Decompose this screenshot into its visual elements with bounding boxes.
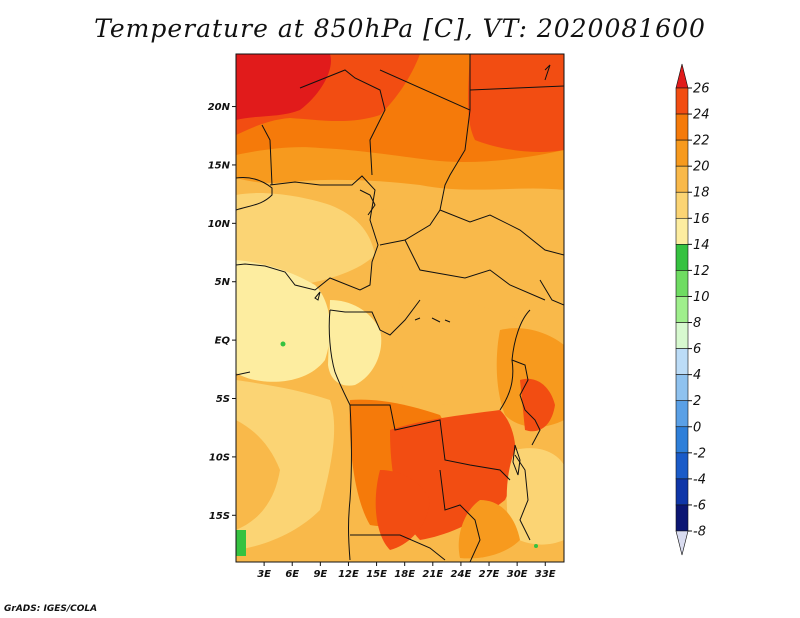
lat-tick-label: 10N [208,219,231,230]
colorbar-swatch [675,452,689,480]
colorbar-swatch [675,270,689,297]
map-frame [235,53,565,563]
region-west-africa [236,193,375,290]
colorbar-swatch [675,322,689,349]
lat-tick-label: 15N [208,160,231,171]
borders [236,54,564,562]
colorbar-label: 0 [693,420,701,435]
region-angola-south [375,470,430,550]
region-sahara-north-b [467,54,564,152]
lat-tick-label: EQ [215,336,231,347]
colorbar-label: 2 [693,394,701,409]
lon-tick-label: 21E [422,569,443,580]
region-central-belt [380,208,564,330]
colorbar-swatch [675,426,689,454]
lon-tick-label: 3E [257,569,271,580]
region-atlantic-deep [236,420,280,530]
lat-tick-label: 5N [215,277,231,288]
colorbar-label: 6 [693,342,701,357]
colorbar-label: -2 [693,446,706,461]
chart-title: Temperature at 850hPa [C], VT: 202008160… [94,14,706,43]
lon-tick-label: 6E [285,569,299,580]
colorbar-cap-top [675,63,689,89]
colorbar-label: 14 [693,238,710,253]
colorbar-label: -8 [693,525,706,540]
colorbar-label: 16 [693,212,710,227]
colorbar-label: -4 [693,472,706,487]
colorbar-swatch [675,478,689,506]
colorbar-label: 20 [693,160,710,175]
lon-tick-label: 33E [535,569,556,580]
colorbar-swatch [675,400,689,428]
colorbar-label: -6 [693,498,706,513]
colorbar-swatch [675,139,689,167]
colorbar-swatch [675,165,689,193]
region-green-spot [280,341,286,347]
lat-tick-label: 10S [209,452,230,463]
lon-tick-label: 18E [394,569,415,580]
colorbar-swatch [675,113,689,141]
colorbar-label: 10 [693,290,710,305]
lon-tick-label: 30E [507,569,528,580]
lon-tick-label: 9E [313,569,327,580]
colorbar-swatch [675,348,689,375]
region-green-coast [236,530,246,556]
colorbar-swatch [675,374,689,402]
colorbar-cap-bottom [675,530,689,556]
colorbar-label: 26 [693,82,710,97]
colorbar-label: 18 [693,186,710,201]
colorbar-swatch [675,191,689,219]
colorbar-swatch [675,87,689,115]
colorbar-label: 12 [693,264,710,279]
region-zimbabwe [458,500,520,559]
colorbar-swatch [675,296,689,323]
region-green-spot-east [534,544,538,548]
lat-tick-label: 15S [209,511,230,522]
lon-tick-label: 27E [479,569,500,580]
region-lake-tanganyika [520,378,555,432]
lon-tick-label: 24E [451,569,472,580]
lat-tick-label: 5S [216,394,230,405]
lat-axis: 20N 15N 10N 5N EQ 5S 10S 15S [208,102,236,522]
region-gabon [328,300,382,386]
region-gulf-of-guinea [236,260,331,382]
colorbar-swatch [675,504,689,532]
lon-tick-label: 12E [338,569,359,580]
lon-axis: 3E 6E 9E 12E 15E 18E 21E 24E 27E 30E 33E [257,562,556,580]
colorbar-label: 4 [693,368,701,383]
region-east-highlands [506,448,564,545]
lon-tick-label: 15E [366,569,387,580]
credit-label: GrADS: IGES/COLA [4,604,98,614]
region-congo-basin [396,298,524,406]
region-hottest [236,54,331,120]
colorbar-label: 8 [693,316,701,331]
colorbar-swatch [675,217,689,245]
lat-tick-label: 20N [208,102,231,113]
colorbar-label: 24 [693,108,710,123]
colorbar-label: 22 [693,134,710,149]
temperature-field [236,54,564,562]
colorbar-swatch [675,244,689,271]
